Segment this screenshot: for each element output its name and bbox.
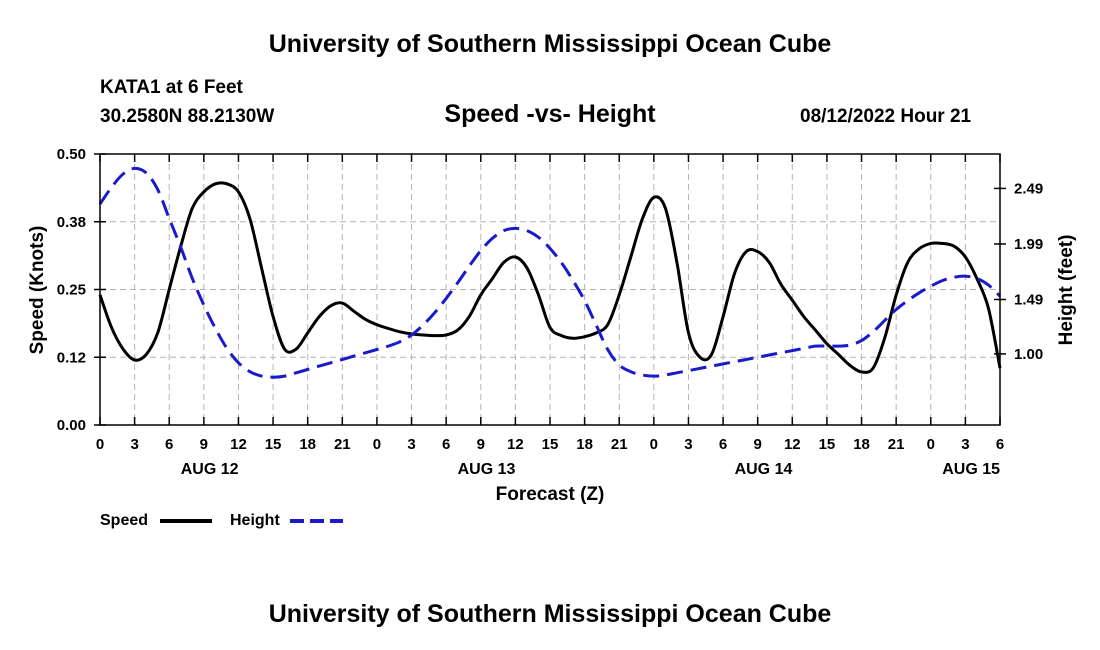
x-tick-label: 15 bbox=[265, 436, 282, 453]
station-label: KATA1 at 6 Feet bbox=[100, 77, 243, 98]
y-tick-label: 0.25 bbox=[57, 282, 86, 299]
x-tick-label: 21 bbox=[611, 436, 628, 453]
x-tick-label: 9 bbox=[754, 436, 762, 453]
x-tick-label: 0 bbox=[650, 436, 658, 453]
chart-title: Speed -vs- Height bbox=[444, 100, 656, 128]
x-tick-label: 21 bbox=[334, 436, 351, 453]
x-tick-label: 12 bbox=[230, 436, 247, 453]
x-tick-label: 3 bbox=[407, 436, 415, 453]
x-tick-label: 12 bbox=[784, 436, 801, 453]
x-tick-label: 15 bbox=[819, 436, 836, 453]
y2-tick-label: 1.49 bbox=[1014, 291, 1043, 308]
y2-tick-label: 1.00 bbox=[1014, 346, 1043, 363]
x-tick-label: 6 bbox=[719, 436, 727, 453]
y-tick-label: 0.00 bbox=[57, 417, 86, 434]
x-tick-label: 3 bbox=[961, 436, 969, 453]
datetime-label: 08/12/2022 Hour 21 bbox=[800, 106, 972, 127]
legend-label-height: Height bbox=[230, 512, 280, 529]
footer-title: University of Southern Mississippi Ocean… bbox=[268, 600, 832, 628]
x-tick-label: 0 bbox=[373, 436, 381, 453]
date-label: AUG 12 bbox=[181, 461, 239, 478]
legend-label-speed: Speed bbox=[100, 512, 148, 529]
y2-axis-title: Height (feet) bbox=[1056, 235, 1077, 346]
series-layer bbox=[98, 166, 1002, 379]
x-axis-title: Forecast (Z) bbox=[496, 484, 605, 505]
x-tick-label: 18 bbox=[576, 436, 593, 453]
y-tick-label: 0.38 bbox=[57, 214, 86, 231]
x-tick-label: 15 bbox=[542, 436, 559, 453]
y-tick-label: 0.12 bbox=[57, 349, 86, 366]
y2-tick-label: 2.49 bbox=[1014, 180, 1043, 197]
x-tick-label: 6 bbox=[442, 436, 450, 453]
x-tick-label: 9 bbox=[477, 436, 485, 453]
date-label: AUG 13 bbox=[458, 461, 516, 478]
x-tick-label: 6 bbox=[165, 436, 173, 453]
x-tick-label: 18 bbox=[853, 436, 870, 453]
main-title: University of Southern Mississippi Ocean… bbox=[268, 30, 832, 58]
coordinates-label: 30.2580N 88.2130W bbox=[100, 106, 275, 127]
y-tick-label: 0.50 bbox=[57, 146, 86, 163]
x-tick-label: 18 bbox=[299, 436, 316, 453]
x-tick-label: 0 bbox=[927, 436, 935, 453]
grid-lines bbox=[100, 154, 1000, 425]
x-tick-label: 9 bbox=[200, 436, 208, 453]
x-tick-label: 0 bbox=[96, 436, 104, 453]
x-tick-label: 12 bbox=[507, 436, 524, 453]
tick-marks bbox=[94, 153, 1006, 426]
x-tick-label: 21 bbox=[888, 436, 905, 453]
height-series-line bbox=[98, 166, 1002, 379]
date-label: AUG 14 bbox=[735, 461, 793, 478]
x-tick-label: 3 bbox=[130, 436, 138, 453]
x-tick-label: 3 bbox=[684, 436, 692, 453]
y-axis-title: Speed (Knots) bbox=[27, 226, 48, 355]
x-tick-label: 6 bbox=[996, 436, 1004, 453]
speed-series-line bbox=[98, 181, 1002, 374]
axis-labels: Forecast (Z) Speed (Knots) Height (feet)… bbox=[27, 146, 1077, 505]
legend: Speed Height bbox=[100, 512, 343, 529]
y2-tick-label: 1.99 bbox=[1014, 236, 1043, 253]
date-label: AUG 15 bbox=[942, 461, 1000, 478]
